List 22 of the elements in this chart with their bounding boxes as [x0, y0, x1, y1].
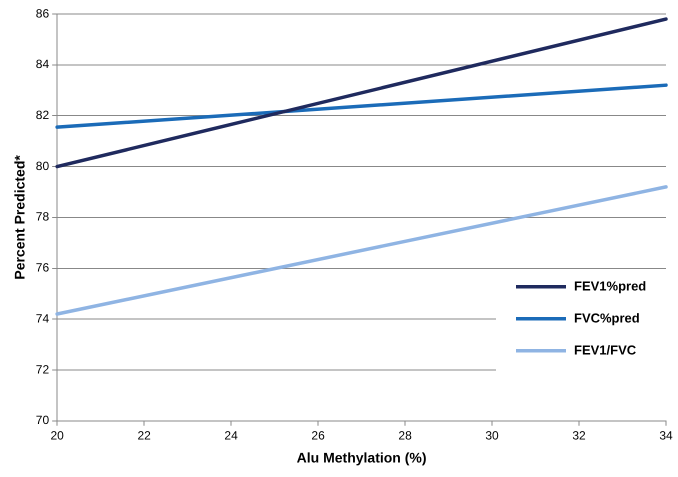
x-tick-label: 20 — [50, 428, 64, 442]
x-tick-label: 26 — [311, 428, 326, 442]
y-tick-label: 74 — [36, 311, 50, 326]
y-tick-label: 86 — [36, 6, 50, 20]
y-tick-label: 70 — [36, 413, 50, 428]
legend-label: FVC%pred — [574, 310, 640, 326]
legend-label: FEV1/FVC — [574, 342, 637, 358]
y-tick-label: 80 — [36, 158, 50, 173]
x-tick-label: 32 — [572, 428, 586, 442]
x-tick-label: 24 — [224, 428, 238, 442]
y-axis-title: Percent Predicted* — [11, 154, 28, 280]
y-tick-label: 78 — [36, 210, 50, 224]
x-axis-title: Alu Methylation (%) — [296, 449, 427, 466]
legend-label: FEV1%pred — [574, 278, 646, 294]
y-tick-label: 84 — [36, 57, 50, 72]
x-tick-label: 34 — [659, 428, 673, 442]
y-tick-label: 82 — [36, 108, 50, 122]
x-tick-label: 22 — [137, 428, 152, 442]
x-tick-label: 28 — [398, 428, 412, 442]
x-tick-label: 30 — [485, 428, 500, 442]
y-tick-label: 76 — [36, 260, 50, 275]
y-tick-label: 72 — [36, 362, 50, 376]
